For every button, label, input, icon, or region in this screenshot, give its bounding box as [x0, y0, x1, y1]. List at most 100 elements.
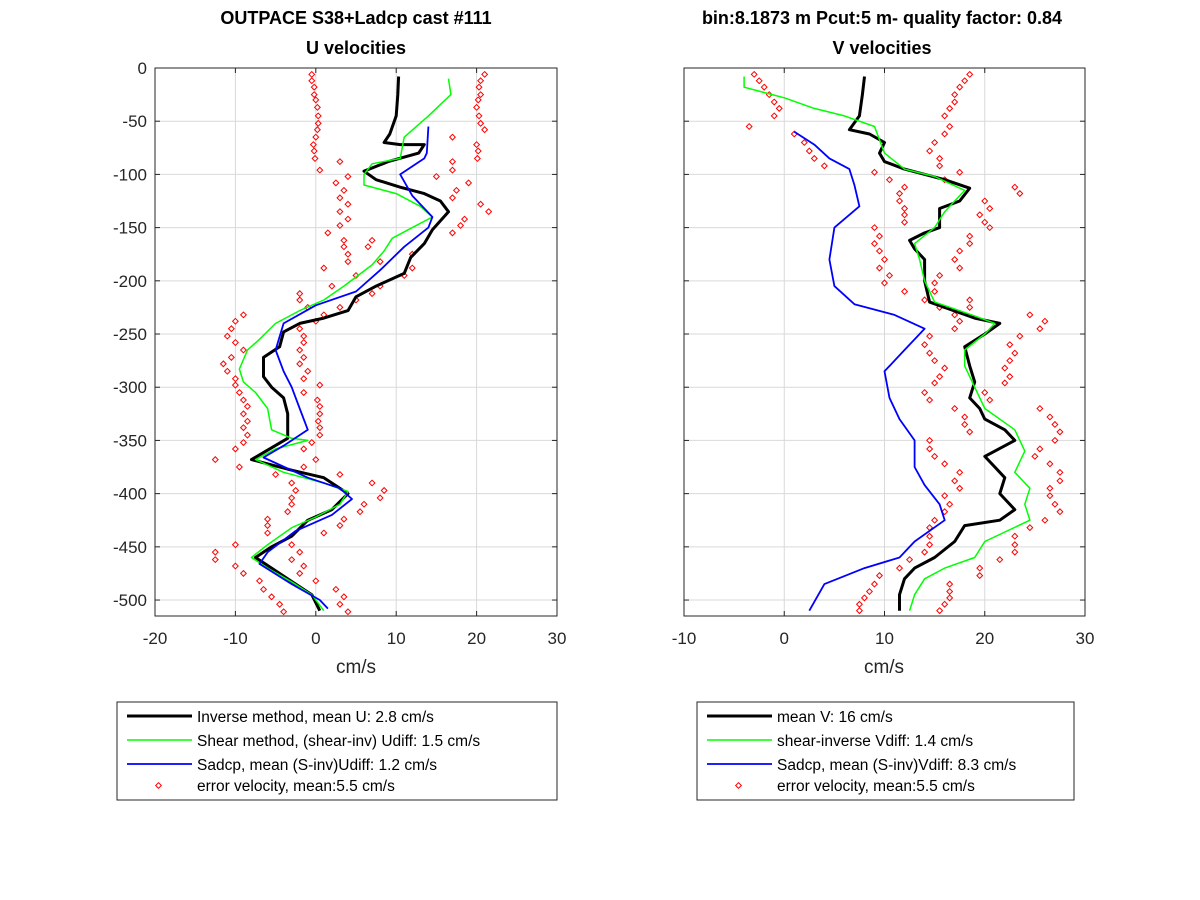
- v-error-velocity-point: [1016, 190, 1024, 198]
- u-error-velocity-point: [308, 439, 316, 447]
- u-title-line-2: U velocities: [306, 38, 406, 58]
- v-error-velocity-point: [870, 168, 879, 176]
- u-error-velocity-point: [264, 529, 272, 537]
- v-error-velocity-point: [745, 122, 753, 131]
- v-error-velocity-point: [966, 240, 974, 248]
- u-x-tick-label: 10: [387, 629, 406, 648]
- v-error-velocity-point: [936, 373, 944, 381]
- v-error-velocity-point: [956, 317, 964, 325]
- u-legend: Inverse method, mean U: 2.8 cm/s Shear m…: [116, 701, 558, 801]
- u-error-velocity-point: [481, 70, 489, 78]
- v-error-velocity-point: [926, 532, 934, 540]
- u-error-velocity-point: [432, 173, 440, 181]
- u-error-velocity-point: [448, 194, 457, 202]
- v-error-velocity-point: [976, 564, 984, 572]
- v-error-velocity-point: [875, 232, 884, 240]
- u-error-velocity-point: [284, 508, 292, 516]
- u-x-axis-label: cm/s: [336, 657, 376, 678]
- u-title-line-1: OUTPACE S38+Ladcp cast #111: [220, 8, 491, 28]
- v-error-velocity-point: [885, 176, 894, 184]
- v-series-mean-v-16-cm-s-line: [847, 76, 1017, 611]
- v-error-velocity-point: [956, 468, 964, 476]
- v-error-velocity-point: [966, 232, 974, 240]
- u-error-velocity-point: [300, 353, 308, 361]
- u-error-velocity-point: [211, 456, 219, 464]
- u-error-velocity-point: [231, 445, 239, 453]
- u-error-velocity-point: [268, 593, 276, 601]
- v-error-velocity-point: [1041, 317, 1049, 325]
- u-error-velocity-point: [344, 250, 352, 258]
- u-error-velocity-point: [219, 360, 227, 368]
- v-error-velocity-point: [855, 600, 863, 608]
- v-error-velocity-point: [986, 224, 994, 232]
- u-error-velocity-point: [296, 290, 304, 298]
- u-error-velocity-point: [239, 346, 247, 354]
- u-error-velocity-point: [272, 470, 280, 479]
- u-error-velocity-point: [485, 208, 493, 216]
- u-error-velocity-point: [223, 367, 231, 375]
- u-error-velocity-point: [264, 522, 272, 530]
- v-error-velocity-point: [941, 112, 949, 120]
- v-error-velocity-point: [946, 580, 954, 588]
- u-legend-label-inverse: Inverse method, mean U: 2.8 cm/s: [197, 709, 434, 726]
- u-error-velocity-point: [324, 229, 332, 237]
- u-y-tick-label: -150: [113, 219, 147, 238]
- u-y-tick-label: -200: [113, 272, 147, 291]
- u-y-tick-label: -500: [113, 591, 147, 610]
- v-error-velocity-point: [1036, 404, 1044, 413]
- u-error-velocity-point: [255, 577, 264, 585]
- u-error-velocity-point: [336, 600, 344, 608]
- u-error-velocity-point: [356, 508, 364, 516]
- u-series-sadcp-line: [258, 126, 434, 610]
- v-title-line-2: V velocities: [832, 38, 931, 58]
- u-error-velocity-point: [452, 186, 461, 194]
- v-error-velocity-point: [941, 364, 949, 372]
- v-error-velocity-point: [976, 211, 984, 219]
- v-error-velocity-point: [800, 138, 808, 147]
- u-error-velocity-point: [235, 463, 243, 471]
- v-error-velocity-point: [865, 587, 873, 596]
- v-legend-label-mean: mean V: 16 cm/s: [777, 709, 893, 726]
- u-error-velocity-point: [336, 208, 344, 216]
- v-error-velocity-point: [986, 396, 994, 404]
- u-error-velocity-point: [314, 119, 322, 127]
- v-legend-label-sadcp: Sadcp, mean (S-inv)Vdiff: 8.3 cm/s: [777, 757, 1016, 774]
- u-error-velocity-point: [239, 424, 247, 432]
- u-error-velocity-point: [231, 375, 239, 383]
- u-error-velocity-point: [316, 431, 324, 439]
- v-error-velocity-point: [961, 413, 969, 421]
- u-error-velocity-point: [239, 410, 247, 418]
- v-x-tick-label: -10: [672, 629, 697, 648]
- v-error-velocity-point: [931, 357, 939, 365]
- v-series-sadcp-line: [793, 131, 946, 612]
- v-error-velocity-point: [1011, 183, 1019, 191]
- v-error-velocity-point: [1011, 541, 1019, 549]
- v-error-velocity-point: [860, 594, 868, 602]
- u-error-velocity-point: [296, 548, 304, 556]
- v-error-velocity-point: [896, 564, 904, 572]
- v-error-velocity-point: [941, 130, 949, 138]
- u-error-velocity-point: [364, 243, 372, 251]
- v-error-velocity-point: [805, 147, 813, 155]
- u-error-velocity-point: [243, 417, 251, 425]
- u-error-velocity-point: [296, 569, 304, 577]
- u-error-velocity-point: [344, 173, 352, 181]
- v-error-velocity-point: [951, 404, 959, 413]
- v-error-velocity-point: [810, 154, 818, 162]
- v-error-velocity-point: [901, 211, 909, 219]
- v-error-velocity-point: [901, 287, 909, 295]
- u-error-velocity-point: [448, 166, 457, 174]
- u-error-velocity-point: [231, 317, 239, 325]
- u-error-velocity-point: [448, 133, 457, 141]
- u-error-velocity-point: [344, 608, 352, 616]
- v-error-velocity-point: [875, 264, 884, 272]
- v-error-velocity-point: [760, 83, 768, 91]
- u-error-velocity-point: [296, 346, 304, 354]
- v-error-velocity-point: [931, 287, 939, 295]
- v-error-velocity-point: [951, 98, 959, 106]
- v-x-tick-label: 20: [975, 629, 994, 648]
- u-ticks: -20 -10 0 10 20 300-50-100-150-200-250-300-35…: [113, 59, 566, 648]
- u-error-velocity-point: [231, 562, 239, 570]
- v-error-velocity-point: [966, 428, 974, 436]
